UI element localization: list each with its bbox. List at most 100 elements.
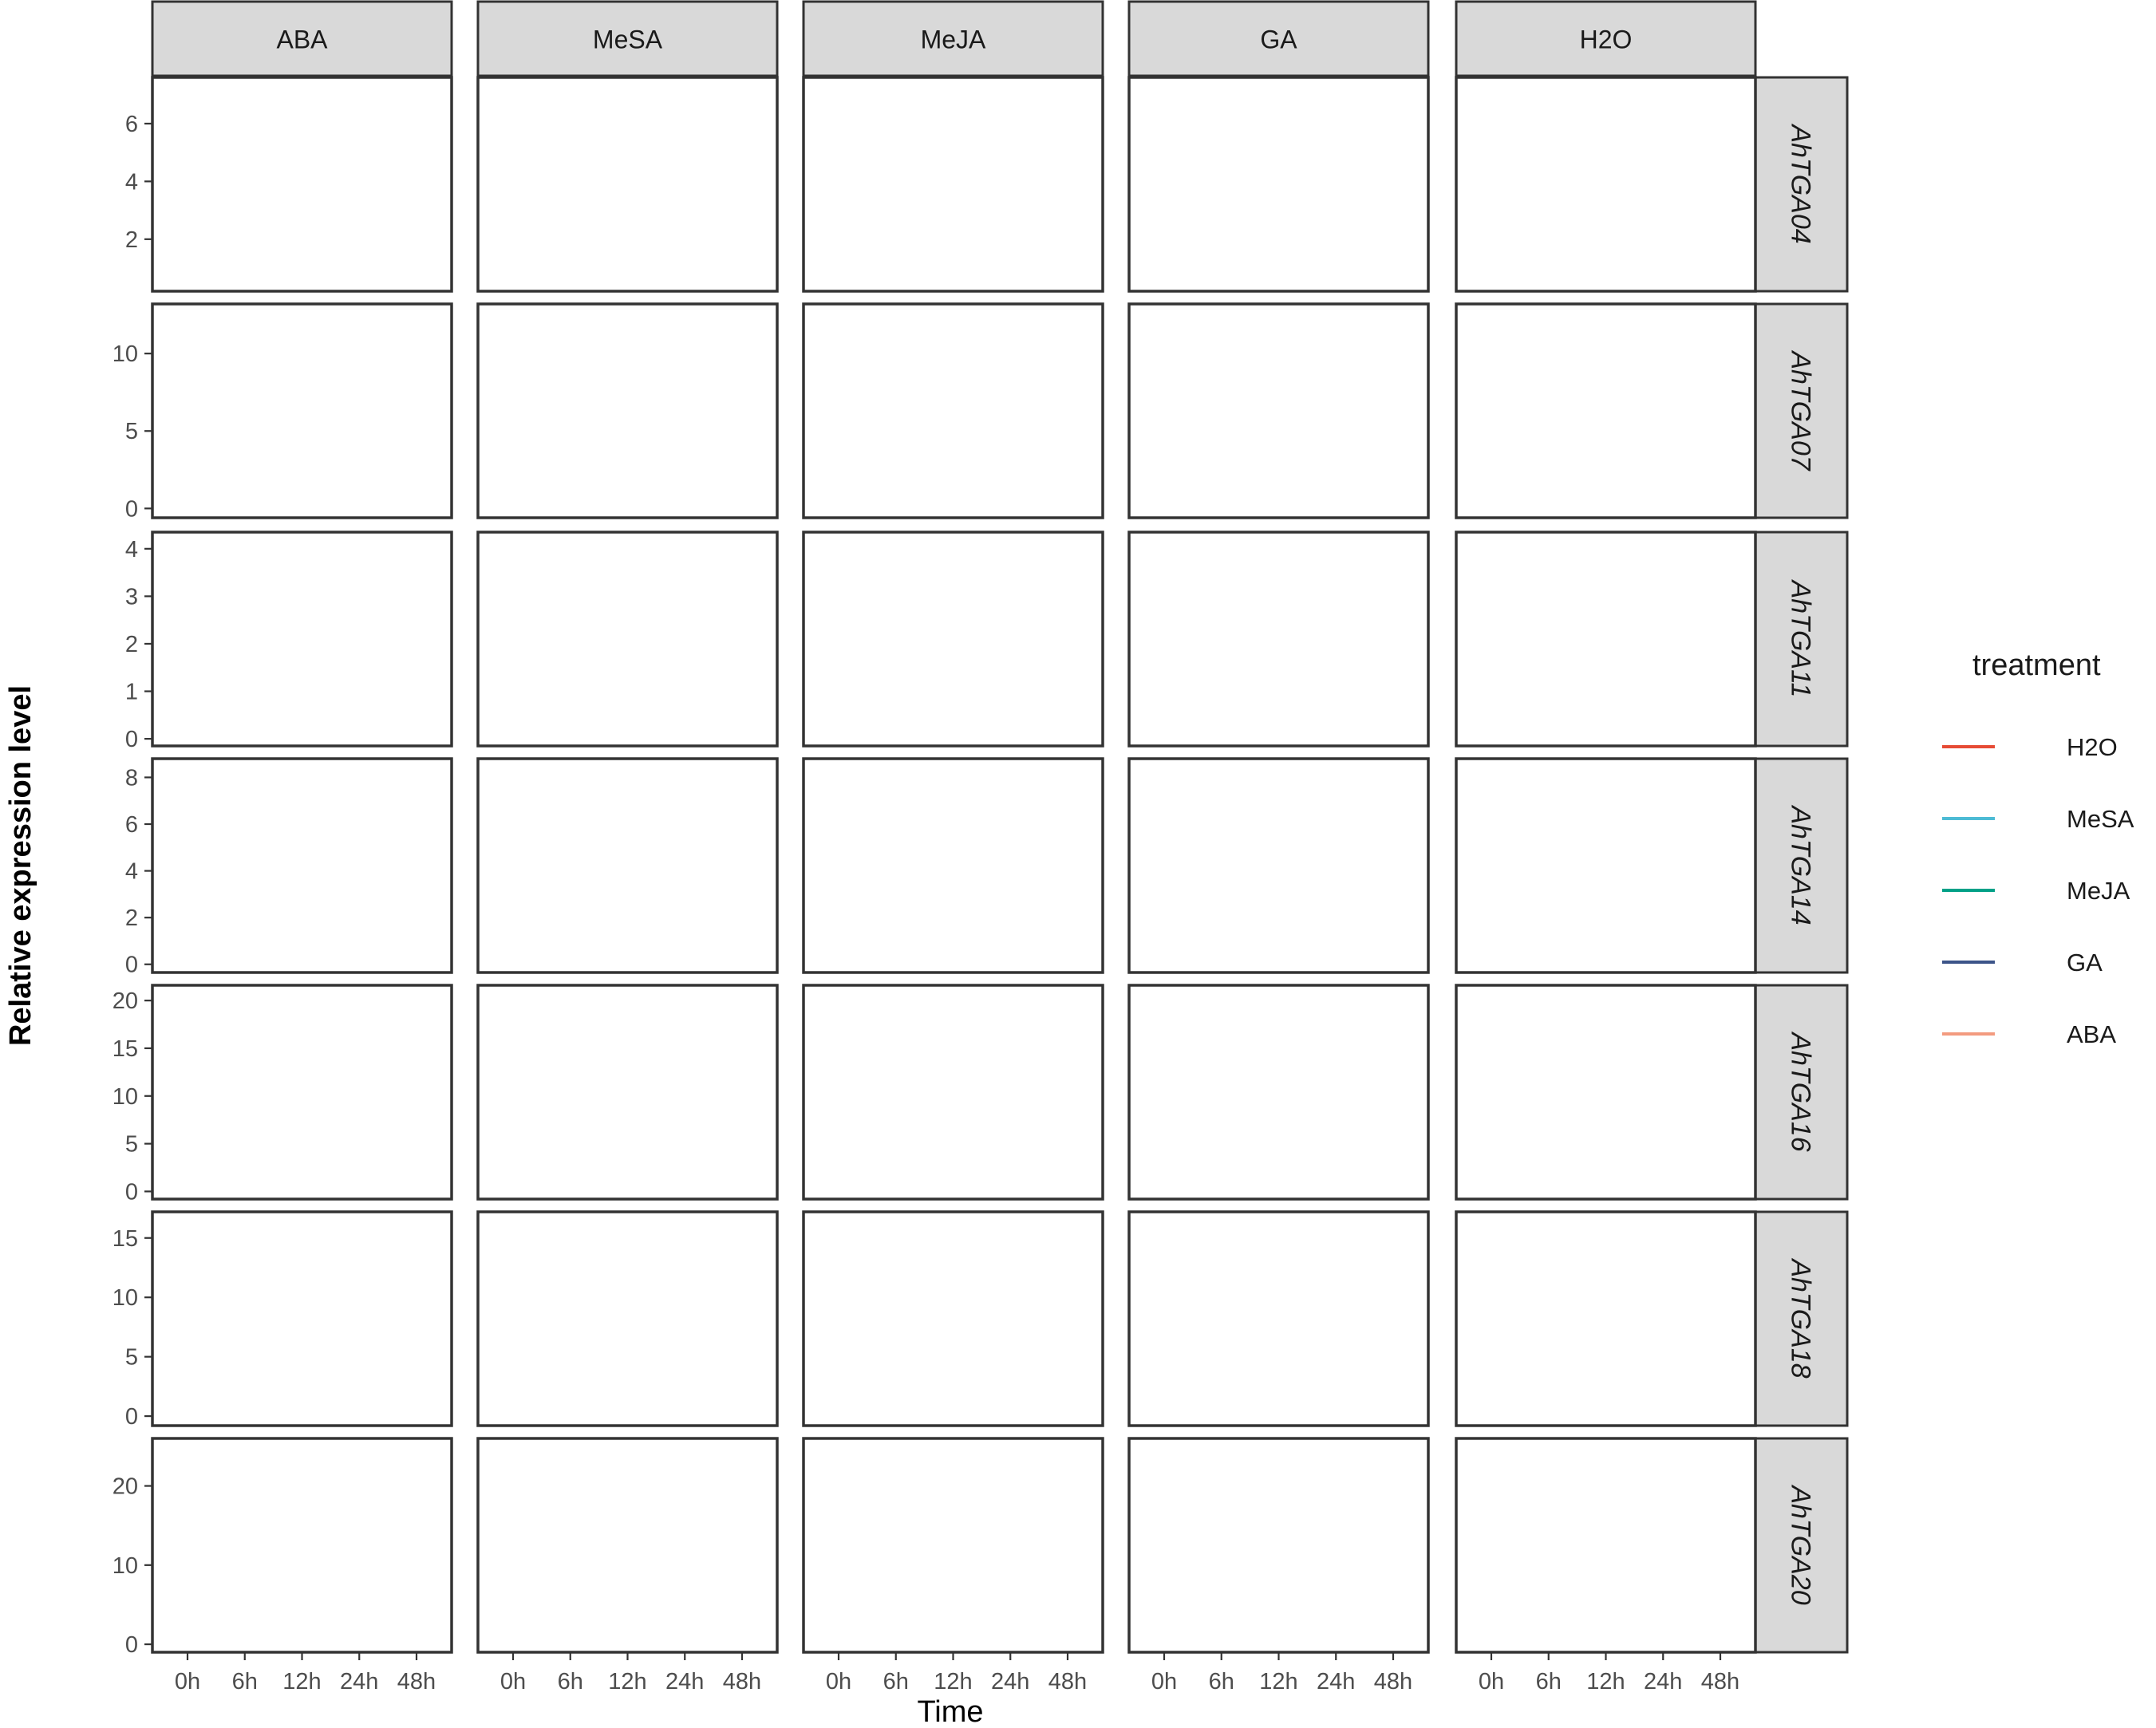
facet-row-strip-ahtga18: AhTGA18 [1754,1210,1849,1427]
y-tick-label: 5 [125,419,138,444]
panel-ahtga07-h2o [1455,302,1757,519]
x-tick-label: 48h [1048,1669,1087,1694]
panel-ahtga14-h2o [1455,757,1757,974]
panel-ahtga18-mesa: ****** [476,1210,779,1427]
panel-ahtga16-aba: ***** [151,984,453,1208]
panel-border [802,302,1104,519]
panel-border [476,76,779,293]
panel-border [802,1437,1104,1654]
panel-ahtga11-aba: **** [151,531,453,756]
panel-border [1127,76,1430,293]
x-axis-h2o: 0h 6h 12h 24h 48h [1479,1652,1739,1694]
x-tick-label: 0h [175,1669,200,1694]
facet-strip-background [1754,302,1849,519]
panel-ahtga07-meja: ***** [802,302,1104,519]
panel-border [1455,302,1757,519]
panel-border [476,531,779,748]
panel-border [151,302,453,519]
panel-border [476,984,779,1201]
facet-row-strip-ahtga11: AhTGA11 [1754,531,1849,748]
facet-strip-background [802,0,1104,77]
panel-border [476,757,779,974]
legend-entry-mesa: MeSA [1942,805,2134,833]
x-tick-label: 6h [1536,1669,1562,1694]
x-tick-label: 24h [991,1669,1029,1694]
x-axes: 0h 6h 12h 24h 48h 0h 6h 12h 24h 48h 0h 6h 12h 24h 48h 0… [175,1652,1739,1694]
panel-border [802,984,1104,1201]
panel-ahtga20-aba: **** [151,1437,453,1663]
facet-row-strip-ahtga07: AhTGA07 [1754,302,1849,519]
y-tick-label: 3 [125,584,138,610]
x-axis-mesa: 0h 6h 12h 24h 48h [500,1652,761,1694]
y-tick-label: 0 [125,1179,138,1205]
y-tick-label: 10 [113,1084,138,1110]
panel-ahtga20-h2o [1455,1437,1757,1654]
x-axis-meja: 0h 6h 12h 24h 48h [826,1652,1087,1694]
y-axes: 2 4 6 0 5 10 0 1 2 3 4 0 2 4 6 8 0 5 10 15 20 0 5 10 15 0 10 20 [113,112,152,1658]
facet-strip-background [1754,1437,1849,1654]
panel-ahtga04-ga [1127,76,1430,293]
panel-ahtga14-meja: **** [802,757,1104,974]
panel-ahtga20-mesa: ***** [476,1437,779,1654]
facet-strip-background [1455,0,1757,77]
panel-ahtga14-ga [1127,757,1430,974]
y-axis-ahtga07: 0 5 10 [113,341,152,522]
facet-column-strip-meja: MeJA [802,0,1104,77]
x-tick-label: 6h [232,1669,258,1694]
panel-border [1455,531,1757,748]
legend-title: treatment [1972,649,2101,682]
y-tick-label: 4 [125,169,138,195]
panel-border [151,531,453,748]
y-tick-label: 20 [113,1474,138,1500]
facet-row-label: AhTGA20 [1786,1484,1816,1604]
x-tick-label: 0h [826,1669,851,1694]
legend-entry-h2o: H2O [1942,733,2118,761]
panel-border [476,1210,779,1427]
x-tick-label: 24h [665,1669,704,1694]
facet-row-label: AhTGA04 [1786,123,1816,243]
panel-ahtga07-mesa: ******** [476,302,779,519]
panel-border [802,1210,1104,1427]
y-axis-title: Relative expression level [4,685,38,1046]
facet-strip-background [1754,1210,1849,1427]
facet-column-strip-mesa: MeSA [476,0,779,77]
facet-strip-background [1127,0,1430,77]
panel-border [1455,984,1757,1201]
panel-ahtga14-mesa: ******* [476,757,779,974]
panel-border [1455,76,1757,293]
x-tick-label: 24h [1317,1669,1355,1694]
panel-ahtga18-h2o [1455,1210,1757,1427]
panel-border [151,76,453,293]
panel-ahtga11-ga: ****** [1127,531,1430,748]
y-tick-label: 1 [125,680,138,705]
y-tick-label: 4 [125,537,138,562]
panel-border [1127,757,1430,974]
facet-column-strip-ga: GA [1127,0,1430,77]
panel-border [1455,1437,1757,1654]
facet-strip-background [1754,984,1849,1201]
x-tick-label: 12h [282,1669,321,1694]
x-axis-aba: 0h 6h 12h 24h 48h [175,1652,436,1694]
y-tick-label: 15 [113,1036,138,1062]
x-tick-label: 48h [1374,1669,1412,1694]
legend-label: MeSA [2067,805,2134,833]
panel-ahtga16-meja: ****** [802,984,1104,1201]
panel-ahtga18-ga: ** [1127,1210,1430,1427]
y-tick-label: 6 [125,112,138,137]
panel-ahtga04-aba [151,76,453,293]
x-axis-ga: 0h 6h 12h 24h 48h [1151,1652,1412,1694]
panel-ahtga04-meja: **** [802,76,1104,293]
facet-row-strip-ahtga16: AhTGA16 [1754,984,1849,1201]
panel-ahtga04-h2o: * [1455,76,1757,299]
y-tick-label: 0 [125,496,138,522]
x-tick-label: 48h [397,1669,436,1694]
panel-ahtga11-mesa: ******** [476,531,779,754]
x-tick-label: 12h [1586,1669,1625,1694]
panel-border [476,1437,779,1654]
x-tick-label: 12h [1259,1669,1297,1694]
y-tick-label: 5 [125,1132,138,1158]
panel-ahtga16-mesa: ******** [476,984,779,1201]
y-axis-ahtga04: 2 4 6 [125,112,152,253]
legend-entry-aba: ABA [1942,1020,2116,1048]
facet-row-label: AhTGA11 [1786,579,1816,698]
